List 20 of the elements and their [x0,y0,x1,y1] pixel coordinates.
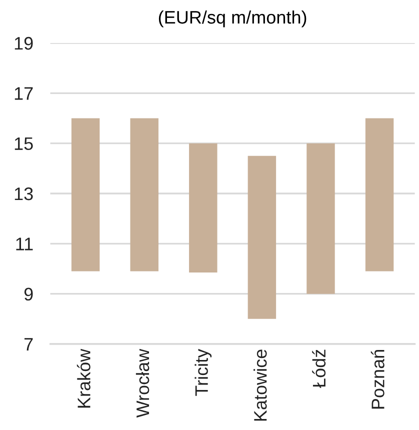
x-tick-label: Tricity [194,348,212,396]
x-tick-label: Kraków [76,348,90,408]
bar [306,143,335,294]
x-tick-label: Katowice [254,350,267,421]
y-tick-label: 19 [14,36,33,50]
y-tick-label: 11 [16,238,33,250]
bar [71,118,100,272]
y-tick-label: 15 [14,137,33,150]
y-tick-label: 9 [24,288,33,301]
y-tick-label: 13 [14,187,33,200]
bar [189,143,218,273]
x-tick-label: Poznań [370,350,384,409]
x-tick-label: Łódź [312,350,326,388]
chart-title: (EUR/sq m/month) [158,10,306,28]
y-tick-label: 7 [24,338,33,351]
y-tick-label: 17 [14,87,33,100]
bar [248,156,276,319]
x-tick-label: Wrocław [136,348,150,418]
bar [130,118,158,272]
bar [365,118,394,272]
